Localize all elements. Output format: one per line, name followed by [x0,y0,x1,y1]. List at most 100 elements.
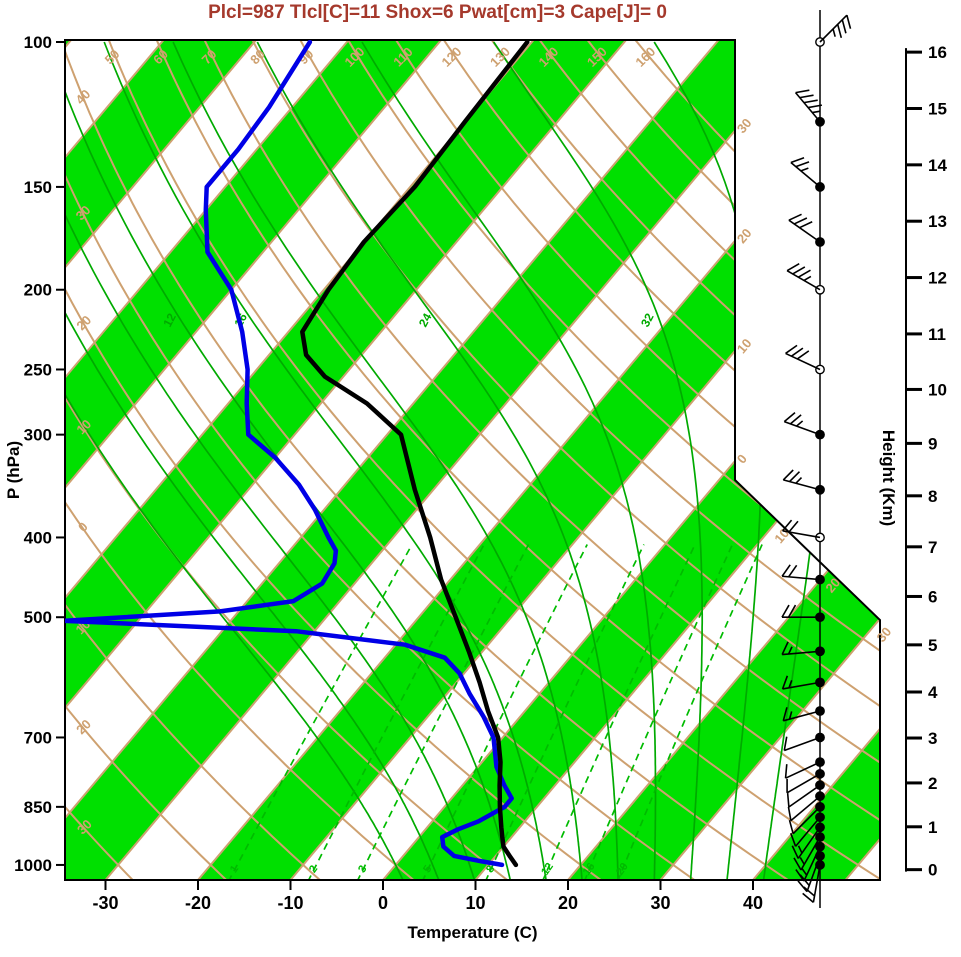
wind-barb-full [788,213,802,221]
dry-adiabat-line [65,40,323,880]
dry-adiabat-line [65,40,604,880]
dry-adiabat-line [251,40,880,880]
wind-barb-half [787,646,793,655]
height-tick-label: 13 [928,212,947,231]
wind-barb-full [783,736,788,751]
wind-barb-full [796,350,810,360]
mixing-ratio-label: 2 [307,863,320,875]
wind-barb-full [782,469,794,481]
wind-barb-full [789,414,802,425]
wind-barb-staff [812,864,821,903]
wind-barb-full [846,14,852,29]
wind-barb-full [795,869,805,882]
pressure-tick-label: 300 [24,426,52,445]
wind-barb-full [781,519,793,532]
dry-adiabat-line [107,40,880,880]
pressure-tick-label: 1000 [14,856,52,875]
moist-adiabats [65,41,839,880]
temperature-tick-label: -30 [92,893,118,913]
wind-barb-full [793,217,808,225]
wind-barb-full [793,857,802,871]
green-band [568,40,880,880]
dry-adiabat-left-label: 20 [73,312,94,333]
wind-barb-staff [785,352,821,371]
wind-barb-staff [788,219,821,243]
isotherm-right-label: 10 [734,336,755,357]
wind-barb-half [795,420,804,427]
pressure-tick-label: 400 [24,528,52,547]
mixing-ratio-label: 12 [539,861,556,878]
moist-adiabat-line [361,41,657,880]
wind-barb-staff [783,479,821,491]
wind-barb-full [841,19,847,34]
moist-adiabat-label: 12 [160,311,179,330]
wind-barb-staff [786,270,821,291]
green-band [65,40,627,880]
wind-barb-full [797,880,808,893]
height-tick-label: 6 [928,587,937,606]
isotherm-line [65,40,257,880]
green-bands [65,40,880,880]
dry-adiabat-top-label: 160 [632,44,658,70]
wind-barb-full [790,347,804,357]
dry-adiabat-line [299,40,880,880]
height-tick-label: 0 [928,861,937,880]
mixing-ratio-label: 5 [421,863,434,875]
height-tick-label: 16 [928,43,947,62]
isotherm-line [65,40,442,880]
isotherm-right-label: 30 [874,624,895,645]
wind-barb-staff [819,14,848,43]
dry-adiabat-line [203,40,880,880]
wind-barb-staff [782,681,821,690]
isotherm-line [567,40,880,880]
pressure-tick-label: 250 [24,360,52,379]
wind-barb-full [781,564,791,577]
isotherm-line [65,40,350,880]
wind-barb-full [781,675,789,690]
temperature-tick-label: -20 [185,893,211,913]
wind-barb-full [786,792,790,808]
wind-barb-full [788,520,799,533]
wind-barb-staff [783,710,821,722]
height-axis-title: Height (Km) [879,429,898,527]
wind-barb-full [803,99,818,104]
height-tick-label: 4 [928,683,938,702]
moist-adiabat-line [103,41,548,880]
mixing-ratio-label: 8 [484,863,497,875]
height-tick-label: 2 [928,774,937,793]
isotherm-line [104,40,812,880]
dry-adiabat-line [347,40,880,880]
dry-adiabat-left-label: 40 [73,86,94,107]
wind-barb-half [832,28,836,37]
wind-barb-full [787,806,792,821]
wind-barb-half [788,680,793,689]
pressure-tick-label: 100 [24,33,52,52]
mixing-ratio-line [421,544,588,880]
isotherm-line [659,40,880,880]
dry-adiabat-line [65,40,698,880]
wind-barb-staff [790,795,821,822]
y-axis-title: P (hPa) [4,440,23,500]
dry-adiabat-line [65,40,511,880]
wind-barb-full [781,604,790,618]
mixing-ratio-lines [227,544,763,880]
plot-frame [64,39,881,881]
temperature-curve [300,40,530,868]
mixing-ratio-label: 16 [581,861,598,878]
wind-barb-full [795,89,810,94]
wind-barb-staff [785,761,821,779]
dry-adiabat-line [65,40,417,880]
wind-barb-full [790,156,805,164]
wind-barb-full [799,94,814,99]
wind-barb-full [787,564,798,578]
pressure-tick-label: 850 [24,798,52,817]
wind-barb-full [784,764,788,779]
dry-adiabat-line [586,40,880,880]
moist-adiabat-label: 24 [416,311,435,330]
wind-barb-full [792,266,806,275]
wind-barb-full [785,344,798,355]
mixing-ratio-line [227,544,413,880]
mixing-ratio-label: 20 [614,861,631,878]
temperature-tick-label: 40 [743,893,763,913]
